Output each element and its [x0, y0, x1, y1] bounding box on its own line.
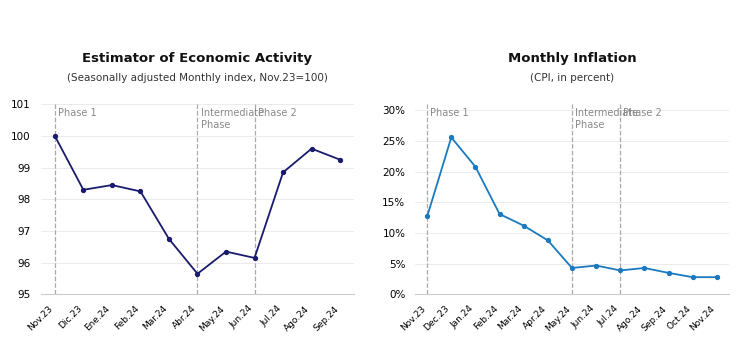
Text: Phase 2: Phase 2	[258, 108, 297, 118]
Text: Intermediate
Phase: Intermediate Phase	[201, 108, 264, 130]
Text: Intermediate
Phase: Intermediate Phase	[575, 108, 638, 130]
Text: Phase 2: Phase 2	[623, 108, 662, 118]
Title: Monthly Inflation
(CPI, in percent): Monthly Inflation (CPI, in percent)	[0, 343, 1, 344]
Text: Phase 1: Phase 1	[430, 108, 468, 118]
Text: Phase 1: Phase 1	[58, 108, 97, 118]
Text: (CPI, in percent): (CPI, in percent)	[530, 74, 614, 84]
Text: Estimator of Economic Activity: Estimator of Economic Activity	[82, 52, 312, 65]
Title: Estimator of Economic Activity
(Seasonally adjusted Monthly index, Nov.23=100): Estimator of Economic Activity (Seasonal…	[0, 343, 1, 344]
Text: Monthly Inflation: Monthly Inflation	[508, 52, 636, 65]
Text: (Seasonally adjusted Monthly index, Nov.23=100): (Seasonally adjusted Monthly index, Nov.…	[67, 74, 328, 84]
